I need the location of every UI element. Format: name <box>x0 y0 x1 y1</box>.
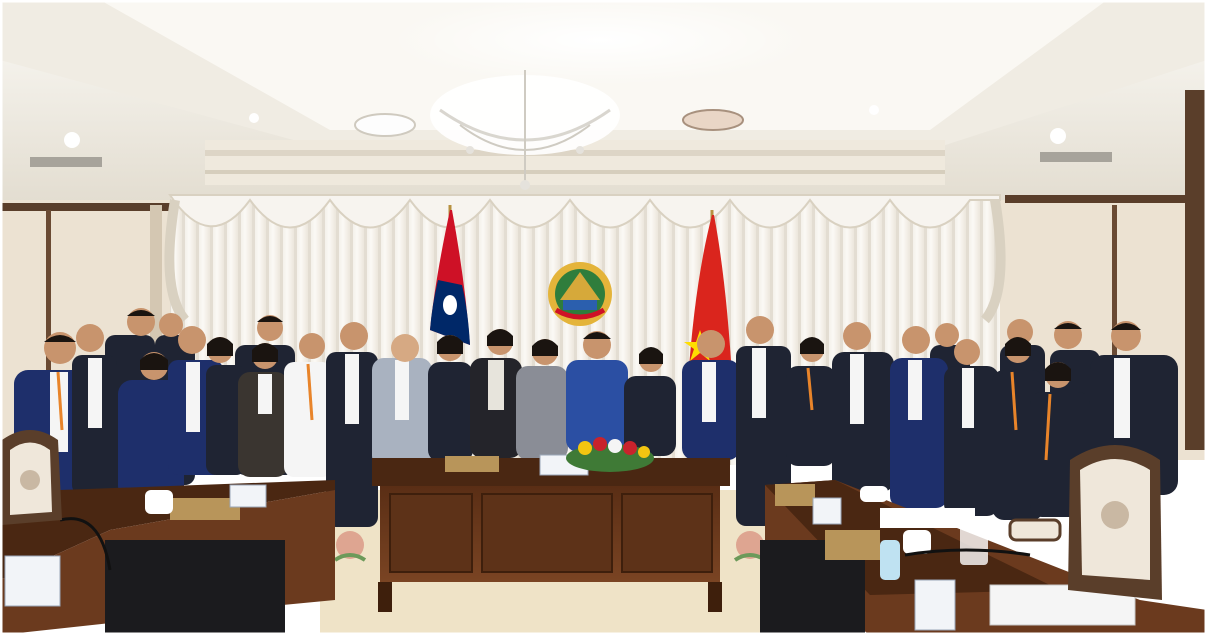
ceiling-light-icon <box>354 113 416 137</box>
nameplate <box>229 484 267 508</box>
chandelier-icon <box>430 70 620 190</box>
person <box>428 335 473 462</box>
lao-emblem-icon <box>548 262 612 326</box>
person <box>72 324 117 495</box>
person <box>284 333 332 477</box>
left-chair <box>2 430 62 525</box>
person <box>682 330 740 460</box>
nameplate <box>914 579 956 631</box>
microphone <box>59 517 112 571</box>
tissue-box <box>170 498 240 520</box>
person <box>238 343 288 477</box>
person <box>372 334 432 468</box>
laos-flag-icon <box>430 205 470 345</box>
tissue-box <box>445 456 499 472</box>
delegation-group <box>14 308 1178 527</box>
person <box>470 329 522 458</box>
person <box>118 352 184 500</box>
document-stack <box>880 508 975 528</box>
ceiling-light-icon <box>1050 128 1066 144</box>
ceiling-light-icon <box>64 132 80 148</box>
ceiling-light-icon <box>682 109 744 131</box>
right-conference-table <box>760 480 1207 635</box>
tissue-box <box>775 484 815 506</box>
flower-arrangement-icon <box>566 437 654 472</box>
ceiling <box>0 0 1207 210</box>
central-desk <box>372 454 730 612</box>
person <box>326 322 378 527</box>
water-bottle <box>880 540 900 580</box>
nameplate <box>812 497 842 525</box>
person <box>206 337 246 475</box>
microphone <box>904 548 1031 557</box>
left-conference-table <box>0 480 335 635</box>
glass <box>960 525 988 565</box>
person <box>624 347 676 456</box>
person <box>832 322 894 492</box>
person <box>736 316 791 526</box>
tissue-box <box>825 530 880 560</box>
person <box>944 339 999 516</box>
right-chair <box>1008 445 1162 600</box>
person <box>516 339 568 460</box>
teacup <box>145 490 173 514</box>
person <box>890 326 948 508</box>
person <box>566 331 628 452</box>
teacup <box>860 486 888 502</box>
person <box>786 337 836 466</box>
nameplate <box>4 555 61 607</box>
teacup <box>903 530 931 554</box>
